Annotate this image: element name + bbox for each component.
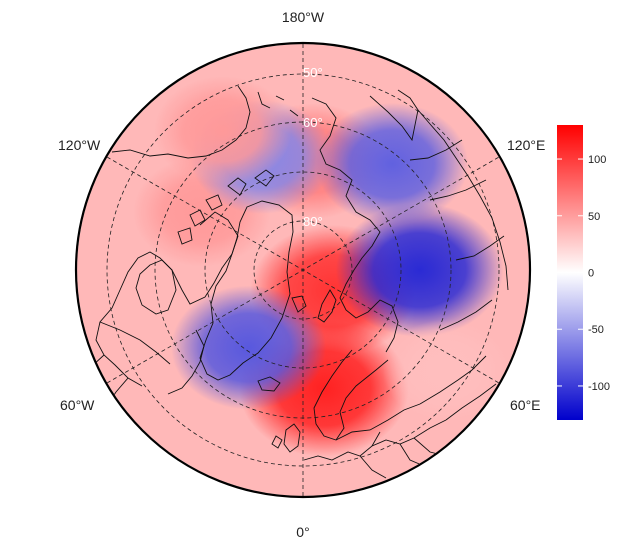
lon-label-60w: 60°W — [60, 397, 95, 413]
lon-label-60e: 60°E — [510, 397, 541, 413]
lat-label-50: 50° — [303, 65, 323, 80]
siberia-coast — [311, 97, 399, 353]
latitude-circle-70 — [204, 171, 402, 369]
pacific-coast-asia — [417, 109, 509, 291]
latitude-labels: 50° 60° 80° — [303, 65, 323, 229]
lat-label-60: 60° — [303, 115, 323, 130]
lon-label-0: 0° — [296, 524, 309, 540]
anomaly-center — [154, 76, 292, 187]
colorbar-tick-label: -100 — [588, 381, 610, 393]
hudson-bay — [135, 259, 177, 315]
anomaly-field — [77, 44, 529, 496]
map-border — [74, 41, 532, 499]
map-disk — [77, 44, 529, 496]
latitude-circle-80 — [253, 220, 353, 320]
longitude-labels: 180°W 120°W 120°E 60°W 60°E 0° — [58, 9, 545, 540]
svalbard — [291, 295, 307, 313]
meridian-120w-60e — [106, 156, 500, 384]
lon-label-180w: 180°W — [282, 9, 325, 25]
labrador-coast — [167, 329, 205, 395]
arctic-islands — [177, 169, 275, 245]
colorbar: 100 50 0 -50 -100 — [557, 125, 610, 420]
lon-label-120w: 120°W — [58, 137, 101, 153]
colorbar-tick-label: 100 — [588, 154, 606, 166]
colorbar-tick-label: 0 — [588, 268, 594, 280]
colorbar-tick-label: -50 — [588, 324, 604, 336]
lon-label-120e: 120°E — [507, 137, 545, 153]
colorbar-tick-label: 50 — [588, 211, 600, 223]
alaska-coast — [111, 85, 251, 159]
lat-label-80: 80° — [303, 214, 323, 229]
chukotka-coast — [369, 89, 419, 142]
greenland-coast — [199, 200, 294, 381]
asia-borders — [409, 139, 505, 421]
colorbar-ticks: 100 50 0 -50 -100 — [557, 154, 610, 393]
canada-arctic-coast — [95, 211, 239, 387]
novaya-zemlya — [317, 289, 337, 323]
anomaly-center — [382, 319, 511, 422]
europe-borders — [335, 403, 447, 479]
coastlines — [83, 85, 509, 479]
graticule — [106, 44, 500, 496]
iceland — [257, 376, 281, 392]
latitude-circle-40 — [106, 73, 500, 467]
british-isles — [271, 423, 301, 453]
bering-islands — [257, 91, 299, 117]
